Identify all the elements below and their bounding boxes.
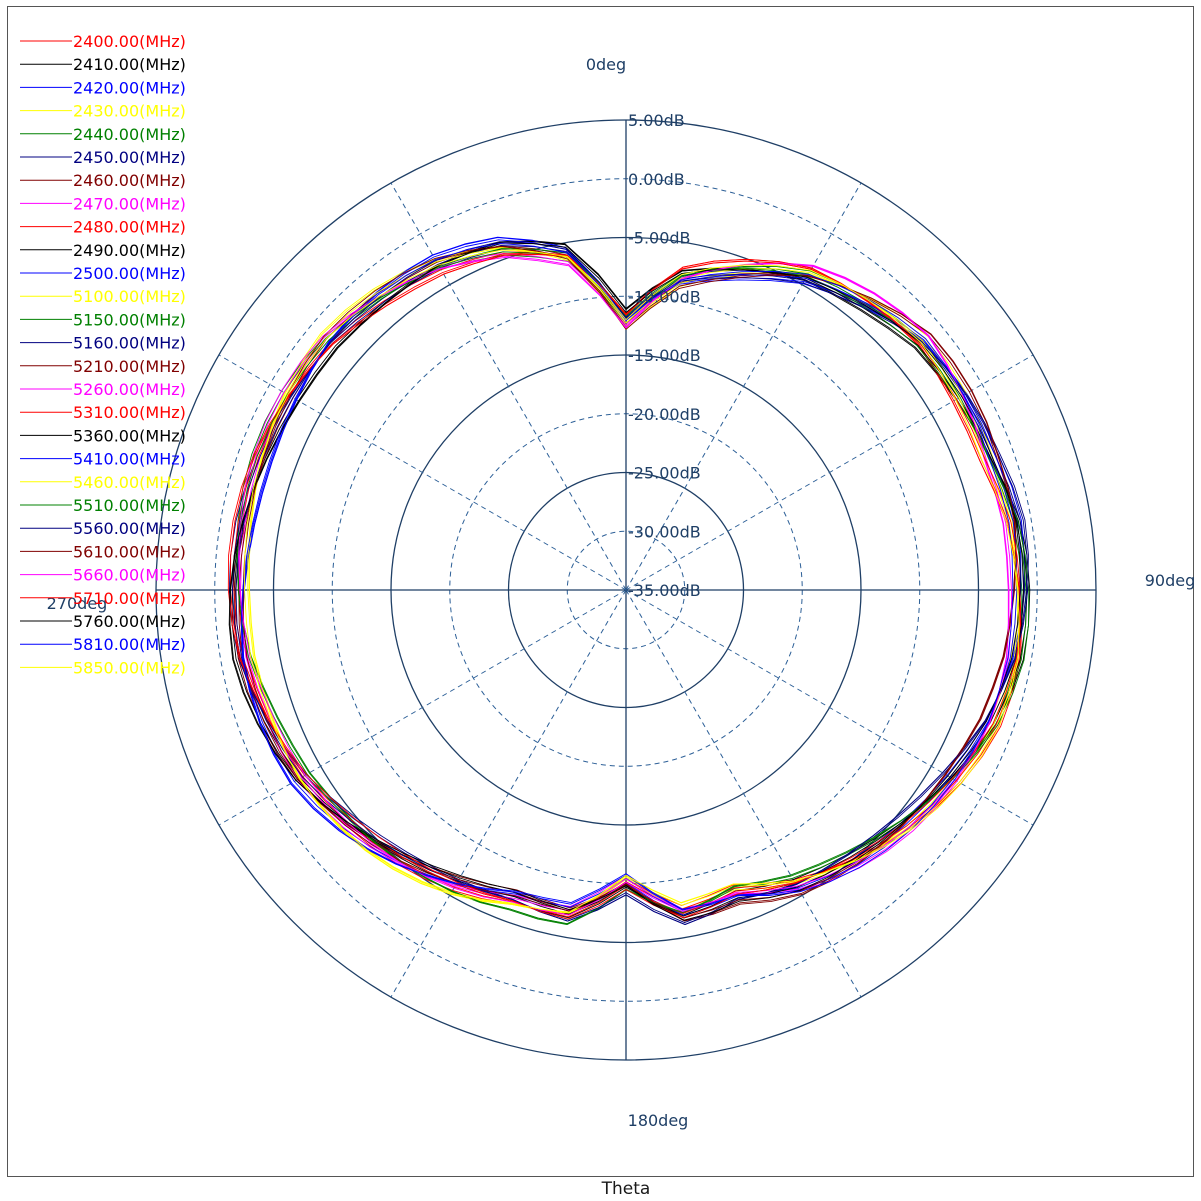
legend-label: 5360.00(MHz) (73, 426, 186, 445)
series-line (238, 256, 1012, 916)
legend-label: 5810.00(MHz) (73, 635, 186, 654)
legend-label: 5210.00(MHz) (73, 357, 186, 376)
legend-label: 2430.00(MHz) (73, 102, 186, 121)
legend-label: 5760.00(MHz) (73, 612, 186, 631)
legend-label: 2400.00(MHz) (73, 32, 186, 51)
series-line (241, 239, 1018, 911)
angle-label: 270deg (47, 594, 108, 613)
grid-spoke (625, 182, 862, 591)
series-line (241, 236, 1025, 916)
legend-label: 5160.00(MHz) (73, 334, 186, 353)
series-line (232, 245, 1028, 925)
angle-label: 0deg (586, 55, 626, 74)
radial-tick-labels: 5.00dB 0.00dB -5.00dB -10.00dB -15.00dB -20.0… (628, 111, 701, 600)
legend-label: 5710.00(MHz) (73, 589, 186, 608)
angle-label: 90deg (1145, 571, 1196, 590)
angle-axis-title: Theta (601, 1179, 651, 1199)
legend-label: 5660.00(MHz) (73, 566, 186, 585)
series-line (239, 255, 1010, 911)
legend-label: 2420.00(MHz) (73, 78, 186, 97)
legend-label: 5100.00(MHz) (73, 287, 186, 306)
radial-tick-label: -5.00dB (628, 229, 691, 248)
series-line (240, 242, 1014, 910)
legend-label: 5850.00(MHz) (73, 658, 186, 677)
legend-label: 2480.00(MHz) (73, 218, 186, 237)
legend-label: 5410.00(MHz) (73, 450, 186, 469)
series-line (244, 249, 1020, 913)
grid-spoke (390, 182, 627, 591)
radial-tick-label: -20.00dB (628, 405, 701, 424)
series-layer (227, 236, 1031, 926)
polar-grid (155, 119, 1097, 1061)
grid-spoke (390, 589, 627, 998)
legend-label: 2500.00(MHz) (73, 264, 186, 283)
legend-label: 2450.00(MHz) (73, 148, 186, 167)
grid-spoke (218, 354, 627, 591)
angle-label: 180deg (628, 1111, 689, 1130)
legend-label: 5560.00(MHz) (73, 519, 186, 538)
legend-label: 2440.00(MHz) (73, 125, 186, 144)
legend-label: 2410.00(MHz) (73, 55, 186, 74)
legend-label: 2460.00(MHz) (73, 171, 186, 190)
radial-tick-label: -10.00dB (628, 287, 701, 306)
series-line (240, 252, 1009, 910)
radial-tick-label: 5.00dB (628, 111, 685, 130)
series-line (235, 241, 1029, 924)
legend: 2400.00(MHz) 2410.00(MHz) 2420.00(MHz) 2430… (20, 32, 186, 677)
legend-label: 2470.00(MHz) (73, 194, 186, 213)
legend-label: 5460.00(MHz) (73, 473, 186, 492)
legend-label: 5610.00(MHz) (73, 542, 186, 561)
legend-label: 5310.00(MHz) (73, 403, 186, 422)
legend-label: 5260.00(MHz) (73, 380, 186, 399)
angle-labels: 0deg 90deg 180deg 270deg (47, 55, 1196, 1130)
legend-label: 2490.00(MHz) (73, 241, 186, 260)
series-line (227, 254, 1021, 920)
legend-label: 5510.00(MHz) (73, 496, 186, 515)
chart-frame (7, 6, 1194, 1177)
radial-tick-label: -15.00dB (628, 346, 701, 365)
grid-spoke (625, 589, 862, 998)
radial-tick-label: -25.00dB (628, 464, 701, 483)
radial-tick-label: -35.00dB (628, 581, 701, 600)
series-line (231, 240, 1028, 917)
radial-tick-label: 0.00dB (628, 170, 685, 189)
grid-spoke (625, 589, 1034, 826)
series-line (229, 253, 1021, 918)
radial-tick-label: -30.00dB (628, 522, 701, 541)
grid-spoke (218, 589, 627, 826)
series-line (228, 243, 1021, 921)
legend-label: 5150.00(MHz) (73, 310, 186, 329)
series-line (238, 246, 1017, 921)
